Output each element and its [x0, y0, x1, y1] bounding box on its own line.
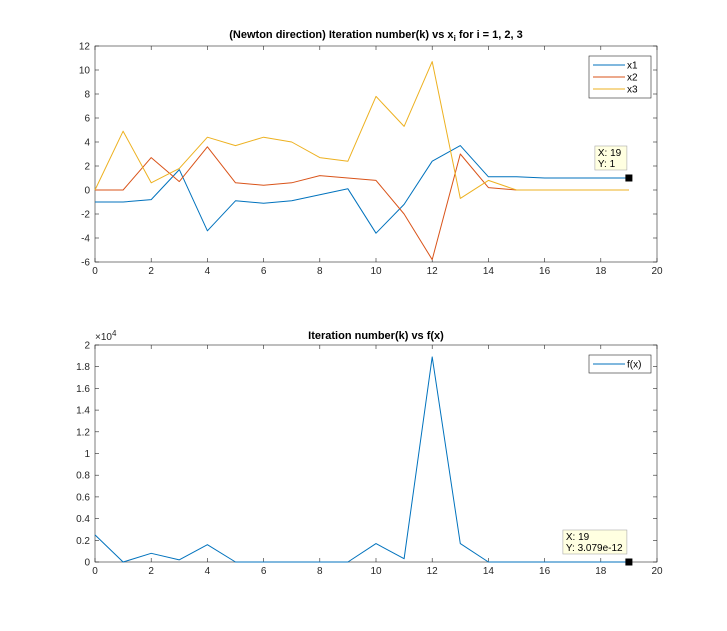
y-tick-label: 12 [79, 42, 91, 53]
x-tick-label: 12 [427, 566, 439, 577]
datatip-x-label: X: 19 [598, 148, 622, 159]
x-tick-label: 16 [539, 266, 551, 277]
y-tick-label: 0.4 [76, 514, 90, 525]
x-tick-label: 6 [261, 566, 267, 577]
plot-area [94, 344, 658, 563]
chart-iteration-vs-x: (Newton direction) Iteration number(k) v… [79, 29, 663, 277]
chart-title: (Newton direction) Iteration number(k) v… [229, 29, 523, 43]
series-line-x3 [94, 61, 629, 199]
y-tick-label: 0.8 [76, 471, 90, 482]
y-tick-label: 4 [84, 138, 90, 149]
y-tick-label: 10 [79, 66, 91, 77]
datatip-y-label: Y: 1 [598, 159, 616, 170]
y-tick-label: 8 [84, 90, 90, 101]
y-tick-label: 2 [84, 162, 90, 173]
series-line-x1 [95, 145, 629, 234]
y-tick-label: -2 [81, 210, 90, 221]
y-tick-label: 2 [84, 341, 90, 352]
x-tick-label: 18 [595, 266, 607, 277]
datatip-box [594, 145, 628, 171]
x-tick-label: 8 [317, 266, 323, 277]
legend-label: x1 [627, 61, 638, 72]
x-tick-label: 18 [595, 566, 607, 577]
y-tick-label: 6 [84, 114, 90, 125]
legend: f(x) [588, 354, 652, 374]
datatip-box [562, 529, 628, 555]
x-tick-label: 12 [427, 266, 439, 277]
y-tick-label: 0.2 [76, 536, 90, 547]
y-exponent-label: ×104 [95, 329, 117, 343]
plot-area [94, 45, 658, 263]
y-tick-label: 1.8 [76, 362, 90, 373]
x-tick-label: 10 [370, 566, 382, 577]
x-tick-label: 8 [317, 566, 323, 577]
x-tick-label: 0 [92, 566, 98, 577]
legend-label: x2 [627, 73, 638, 84]
y-tick-label: -4 [81, 234, 90, 245]
chart-title: Iteration number(k) vs f(x) [308, 330, 444, 342]
x-tick-label: 20 [651, 266, 663, 277]
x-tick-label: 14 [483, 566, 495, 577]
x-tick-label: 6 [261, 266, 267, 277]
legend-label: f(x) [627, 360, 641, 371]
x-tick-label: 14 [483, 266, 495, 277]
y-tick-label: -6 [81, 258, 90, 269]
x-tick-label: 10 [370, 266, 382, 277]
datatip: X: 19Y: 1 [594, 145, 633, 182]
x-tick-label: 2 [148, 266, 154, 277]
series-line-f(x) [94, 356, 629, 563]
legend-label: x3 [627, 85, 638, 96]
y-tick-label: 0 [84, 558, 90, 569]
x-tick-label: 2 [148, 566, 154, 577]
datatip-x-label: X: 19 [566, 532, 590, 543]
x-tick-label: 4 [205, 266, 211, 277]
y-tick-label: 1.2 [76, 427, 90, 438]
datatip-marker [625, 174, 633, 182]
x-tick-label: 0 [92, 266, 98, 277]
x-tick-label: 20 [651, 566, 663, 577]
datatip-marker [625, 558, 633, 566]
datatip-y-label: Y: 3.079e-12 [566, 543, 623, 554]
datatip: X: 19Y: 3.079e-12 [562, 529, 633, 566]
chart-iteration-vs-fx: Iteration number(k) vs f(x) 0 2 4 6 8 10 12 14 1… [76, 329, 663, 577]
chart-title-subscript: i [454, 34, 456, 43]
chart-title-rest: for i = 1, 2, 3 [456, 29, 523, 41]
y-tick-label: 0 [84, 186, 90, 197]
y-tick-label: 0.6 [76, 492, 90, 503]
y-tick-label: 1.4 [76, 406, 90, 417]
y-tick-label: 1.6 [76, 384, 90, 395]
x-tick-label: 16 [539, 566, 551, 577]
x-tick-label: 4 [205, 566, 211, 577]
y-tick-label: 1 [84, 449, 90, 460]
